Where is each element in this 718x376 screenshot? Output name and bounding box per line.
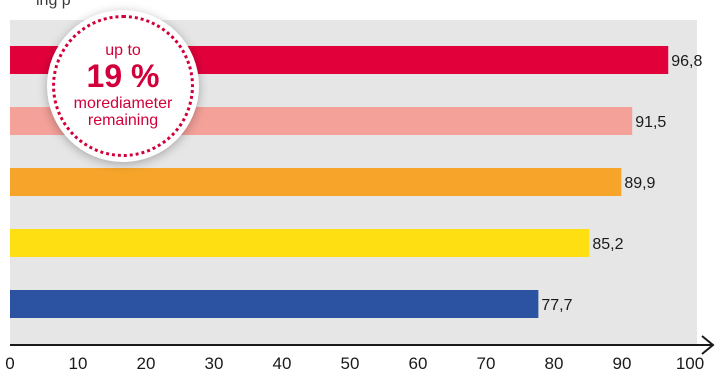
- x-tick-label-90: 90: [613, 354, 632, 373]
- badge-line-up-to: up to: [105, 41, 141, 59]
- x-axis-arrow: [701, 335, 715, 355]
- x-tick-label-30: 30: [205, 354, 224, 373]
- x-tick-label-60: 60: [409, 354, 428, 373]
- bar-value-label-5: 77,7: [541, 297, 572, 314]
- badge-line-more-diameter: morediameter: [73, 94, 173, 112]
- cropped-top-text: ing p: [36, 0, 71, 9]
- badge-content: up to 19 % morediameter remaining: [47, 10, 199, 162]
- x-tick-label-100: 100: [676, 354, 704, 373]
- x-tick-label-70: 70: [477, 354, 496, 373]
- x-tick-labels-layer: 0 10 20 30 40 50 60 70 80 90 100: [5, 354, 704, 373]
- bar-value-label-1: 96,8: [671, 53, 702, 70]
- x-tick-label-0: 0: [5, 354, 14, 373]
- x-tick-label-20: 20: [137, 354, 156, 373]
- bar-3: [10, 168, 622, 196]
- badge-line-remaining: remaining: [87, 111, 159, 129]
- bars-layer: [10, 46, 669, 318]
- bar-4: [10, 229, 590, 257]
- x-tick-label-50: 50: [341, 354, 360, 373]
- bar-5: [10, 290, 539, 318]
- x-tick-label-40: 40: [273, 354, 292, 373]
- bar-value-label-4: 85,2: [592, 236, 623, 253]
- value-labels-layer: 96,8 91,5 89,9 85,2 77,7: [541, 53, 702, 314]
- x-tick-label-80: 80: [545, 354, 564, 373]
- highlight-badge: up to 19 % morediameter remaining: [47, 10, 199, 162]
- bar-value-label-2: 91,5: [635, 114, 666, 131]
- bar-value-label-3: 89,9: [624, 175, 655, 192]
- badge-percentage: 19 %: [86, 58, 160, 95]
- x-tick-label-10: 10: [69, 354, 88, 373]
